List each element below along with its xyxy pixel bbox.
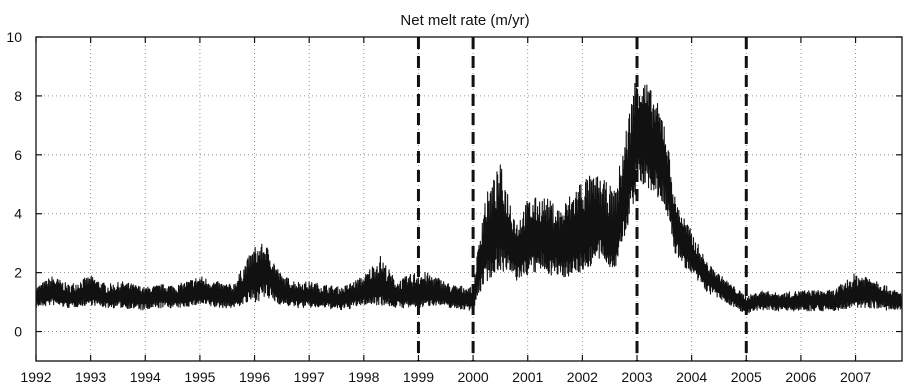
y-tick-label: 2 bbox=[14, 265, 22, 281]
x-tick-label: 1997 bbox=[294, 369, 325, 385]
x-tick-label: 2001 bbox=[512, 369, 543, 385]
y-tick-label: 8 bbox=[14, 88, 22, 104]
axis-ticks bbox=[35, 36, 902, 361]
x-tick-label: 2007 bbox=[840, 369, 871, 385]
series-melt-rate bbox=[35, 83, 903, 314]
x-tick-labels: 1992 1993 1994 1995 1996 1997 1998 1999 2000 2001… bbox=[20, 369, 871, 385]
x-tick-label: 2006 bbox=[785, 369, 816, 385]
x-tick-label: 2003 bbox=[621, 369, 652, 385]
x-tick-label: 1996 bbox=[239, 369, 270, 385]
x-tick-label: 1993 bbox=[75, 369, 106, 385]
x-tick-label: 2000 bbox=[458, 369, 489, 385]
y-tick-label: 10 bbox=[6, 29, 22, 45]
x-tick-label: 2005 bbox=[731, 369, 762, 385]
x-tick-label: 1994 bbox=[130, 369, 161, 385]
x-tick-label: 1995 bbox=[184, 369, 215, 385]
plot-frame bbox=[35, 36, 903, 362]
chart-title: Net melt rate (m/yr) bbox=[400, 12, 529, 29]
melt-rate-line bbox=[35, 83, 903, 314]
x-tick-label: 1999 bbox=[403, 369, 434, 385]
y-tick-label: 6 bbox=[14, 147, 22, 163]
x-tick-label: 2002 bbox=[567, 369, 598, 385]
x-tick-label: 1992 bbox=[20, 369, 51, 385]
x-tick-label: 2004 bbox=[676, 369, 707, 385]
y-tick-labels: 0 2 4 6 8 10 bbox=[6, 29, 22, 340]
y-tick-label: 0 bbox=[14, 324, 22, 340]
grid bbox=[36, 37, 902, 361]
x-tick-label: 1998 bbox=[348, 369, 379, 385]
y-tick-label: 4 bbox=[14, 206, 22, 222]
